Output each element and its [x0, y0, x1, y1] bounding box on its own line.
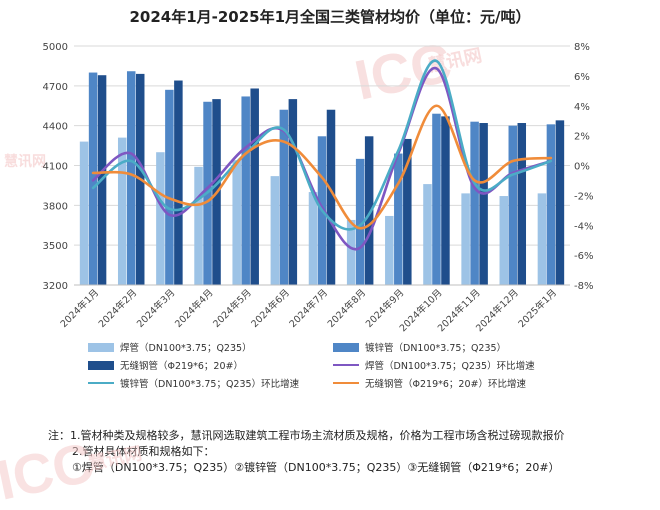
bar-1 — [79, 141, 89, 285]
legend-label: 无缝钢管（Φ219*6；20#）环比增速 — [365, 379, 526, 390]
legend-item: 无缝钢管（Φ219*6；20#）环比增速 — [333, 376, 568, 390]
chart-title: 2024年1月-2025年1月全国三类管材均价（单位：元/吨） — [129, 8, 531, 26]
bar-3 — [403, 138, 412, 285]
y2-tick-label: -8% — [574, 281, 593, 292]
y-tick-label: 3200 — [43, 281, 68, 292]
bar-2 — [546, 124, 556, 285]
y2-tick-label: -6% — [574, 251, 593, 262]
watermark-name-left: 慧讯网 — [4, 153, 46, 170]
bar-1 — [346, 219, 356, 285]
legend-swatch — [333, 342, 359, 352]
legend-item: 镀锌管（DN100*3.75；Q235） — [333, 340, 568, 354]
bar-1 — [156, 152, 165, 285]
bar-3 — [555, 120, 565, 285]
bar-3 — [326, 109, 336, 285]
bar-2 — [508, 125, 518, 286]
x-tick-label: 2024年4月 — [172, 287, 215, 330]
x-tick-label: 2025年1月 — [516, 287, 559, 330]
legend-swatch — [88, 382, 114, 384]
bar-1 — [194, 166, 203, 285]
y-tick-label: 5000 — [43, 42, 68, 53]
y2-tick-label: 6% — [574, 72, 590, 83]
bar-3 — [174, 80, 183, 286]
y2-tick-label: 8% — [574, 42, 590, 53]
bar-1 — [499, 196, 509, 285]
bar-3 — [479, 123, 488, 285]
bar-2 — [279, 109, 289, 285]
bar-2 — [432, 113, 441, 285]
series-line-1 — [91, 67, 553, 251]
y-tick-label: 3500 — [43, 241, 68, 252]
y2-tick-label: -4% — [574, 221, 593, 232]
bar-1 — [232, 160, 241, 285]
series-line-3 — [91, 104, 553, 230]
bar-3 — [250, 88, 259, 285]
bar-3 — [288, 99, 298, 285]
x-tick-label: 2024年7月 — [287, 287, 330, 330]
bar-1 — [461, 193, 470, 285]
bar-2 — [470, 121, 479, 285]
legend-swatch — [333, 364, 359, 366]
bar-1 — [117, 137, 127, 285]
bar-1 — [308, 192, 318, 285]
legend-label: 焊管（DN100*3.75；Q235）环比增速 — [365, 361, 535, 372]
y-tick-label: 3800 — [43, 201, 68, 212]
x-tick-label: 2024年6月 — [249, 287, 292, 330]
x-tick-label: 2024年1月 — [58, 287, 101, 330]
y-tick-label: 4100 — [43, 162, 68, 173]
legend-item: 镀锌管（DN100*3.75；Q235）环比增速 — [88, 376, 333, 390]
y-tick-label: 4700 — [43, 82, 68, 93]
chart-notes: 注：1.管材种类及规格较多，慧讯网选取建筑工程市场主流材质及规格，价格为工程市场… — [48, 428, 648, 476]
bar-1 — [385, 215, 394, 285]
x-tick-label: 2024年5月 — [211, 287, 254, 330]
bar-1 — [270, 176, 280, 285]
note-line-3: ①焊管（DN100*3.75；Q235）②镀锌管（DN100*3.75；Q235… — [72, 461, 560, 474]
y2-tick-label: -2% — [574, 191, 593, 202]
legend-label: 焊管（DN100*3.75；Q235） — [120, 343, 252, 354]
bar-1 — [423, 184, 432, 285]
bar-2 — [165, 89, 174, 285]
legend-item: 焊管（DN100*3.75；Q235） — [88, 340, 333, 354]
legend-item: 焊管（DN100*3.75；Q235）环比增速 — [333, 358, 568, 372]
line-layer — [91, 59, 553, 251]
bar-2 — [394, 153, 403, 285]
y-tick-label: 4400 — [43, 122, 68, 133]
bar-2 — [241, 96, 250, 285]
bar-1 — [537, 193, 547, 285]
bar-3 — [441, 116, 450, 285]
y2-tick-label: 0% — [574, 162, 590, 173]
y2-tick-label: 4% — [574, 102, 590, 113]
legend-swatch — [333, 382, 359, 384]
bar-2 — [355, 158, 365, 285]
note-line-1: 注：1.管材种类及规格较多，慧讯网选取建筑工程市场主流材质及规格，价格为工程市场… — [48, 429, 565, 442]
note-line-2: 2.管材具体材质和规格如下： — [72, 445, 215, 458]
bar-3 — [364, 136, 374, 285]
legend-label: 镀锌管（DN100*3.75；Q235） — [365, 343, 507, 354]
legend-label: 无缝钢管（Φ219*6；20#） — [120, 361, 243, 372]
x-tick-label: 2024年8月 — [325, 287, 368, 330]
legend-label: 镀锌管（DN100*3.75；Q235）环比增速 — [120, 379, 300, 390]
legend-swatch — [88, 342, 114, 352]
x-tick-label: 2024年3月 — [134, 287, 177, 330]
x-tick-label: 2024年2月 — [96, 287, 139, 330]
legend-item: 无缝钢管（Φ219*6；20#） — [88, 358, 333, 372]
y2-tick-label: 2% — [574, 132, 590, 143]
bar-2 — [126, 71, 136, 285]
chart-legend: 焊管（DN100*3.75；Q235） 镀锌管（DN100*3.75；Q235） 无… — [88, 340, 568, 390]
bar-3 — [517, 123, 527, 285]
legend-swatch — [88, 360, 114, 370]
